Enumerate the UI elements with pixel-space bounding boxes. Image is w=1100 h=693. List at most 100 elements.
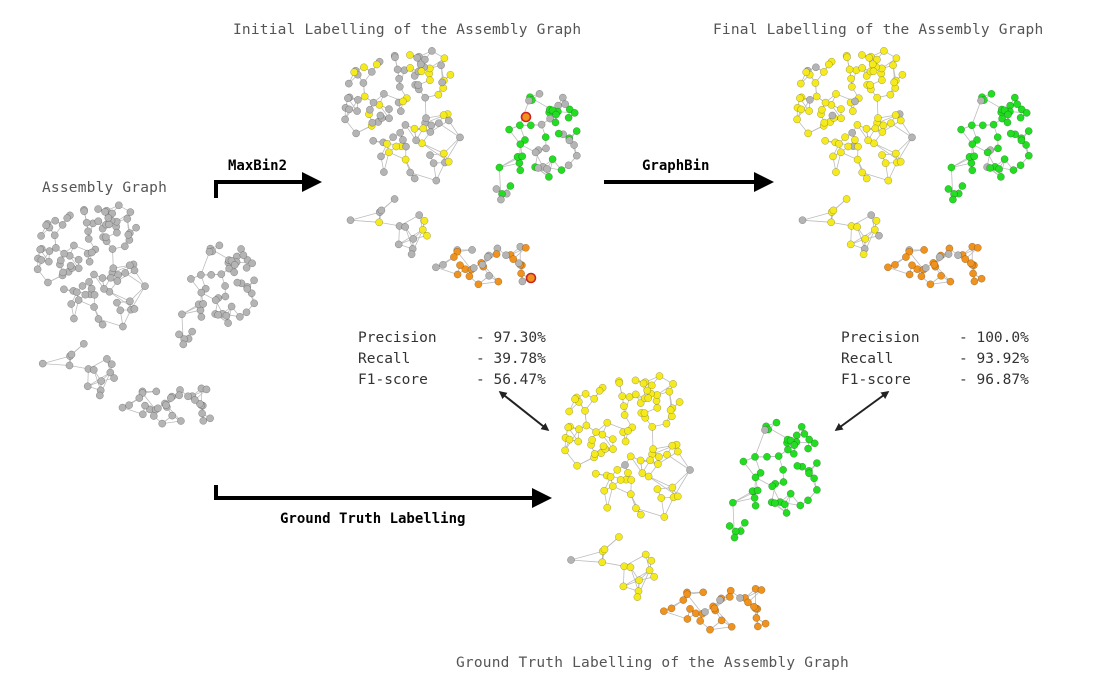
graph-node [859,250,868,259]
graph-node [372,60,381,69]
graph-node [437,61,445,70]
graph-node [87,248,96,257]
graph-node [130,266,139,275]
graph-edge [873,142,896,154]
graph-edge [200,251,210,276]
graph-node [782,509,791,517]
graph-node [521,243,530,252]
graph-node [666,406,675,415]
metric-value: - 93.92% [959,351,1029,367]
graph-node [679,596,688,604]
graph-node [969,269,977,278]
graph-node [665,387,674,396]
graph-node [804,444,812,453]
graph-node [191,396,199,404]
graph-node [819,68,828,76]
graph-node [591,469,600,478]
graph-node [439,111,448,119]
graph-node [74,296,83,304]
graph-node [354,95,362,104]
graph-node [552,110,560,119]
graph-node [873,93,882,102]
graph-node [543,165,551,173]
graph-node [396,107,405,116]
graph-node [446,70,455,79]
graph-node [125,261,134,270]
graph-node [407,250,416,259]
graph-node [239,251,248,260]
graph-node [600,486,609,495]
graph-node [565,136,574,145]
graph-node [102,233,110,242]
graph-node [158,419,167,428]
graph-node [619,402,628,411]
graph-node [233,278,242,287]
graph-node [224,319,232,327]
graph-node [835,139,843,148]
graph-node [377,206,386,215]
graph-node [774,452,783,460]
graph-node [675,398,684,406]
graph-node [130,305,139,313]
graph-node [632,504,640,513]
graph-node [993,133,1002,142]
graph-node [753,486,762,495]
graph-node [804,496,812,505]
graph-node [640,409,649,417]
graph-node [548,155,557,164]
graph-node [744,598,752,607]
graph-node [450,253,458,261]
graph-node [390,195,399,203]
graph-edge [109,291,131,302]
graph-node [977,96,985,105]
graph-node [422,114,430,122]
graph-node [884,263,892,272]
graph-node [120,242,129,251]
graph-node [413,53,422,62]
graph-node [89,366,98,374]
graph-node [205,247,214,256]
graph-node [37,256,46,264]
graph-node [930,260,939,269]
graph-node [123,214,132,223]
graph-node [168,411,177,420]
graph-node [175,330,183,339]
assembly-graph-title: Assembly Graph [42,180,168,196]
graph-node [525,96,533,105]
graph-node [624,468,632,477]
graph-node [60,285,68,294]
graph-edge [42,363,70,366]
graph-node [428,47,436,55]
ground-truth-labelling-label: Ground Truth Labelling [280,511,466,527]
graph-node [908,133,916,142]
graph-node [572,127,581,135]
graph-node [531,148,540,157]
graph-node [599,442,608,451]
graph-edge [887,266,910,275]
graph-node [725,522,734,530]
graph-node [878,151,886,159]
graph-node [638,469,647,478]
graph-node [360,63,368,72]
graph-node [727,622,736,631]
graph-node [497,195,505,204]
graph-node [639,379,648,388]
graph-node [867,211,876,219]
graph-edge [873,142,901,163]
graph-node [575,425,583,434]
graph-node [989,120,998,129]
graph-node [554,129,563,138]
graph-node [615,533,623,541]
graph-node [968,166,977,175]
graph-node [935,253,944,261]
graph-node [710,604,719,613]
graph-node [44,257,53,266]
graph-node [657,494,666,502]
graph-node [426,128,435,136]
graph-node [615,379,624,387]
graph-node [37,232,45,240]
graph-node [669,380,677,388]
graph-node [247,289,256,298]
graph-node [100,285,108,293]
arrow-layer [214,172,890,508]
